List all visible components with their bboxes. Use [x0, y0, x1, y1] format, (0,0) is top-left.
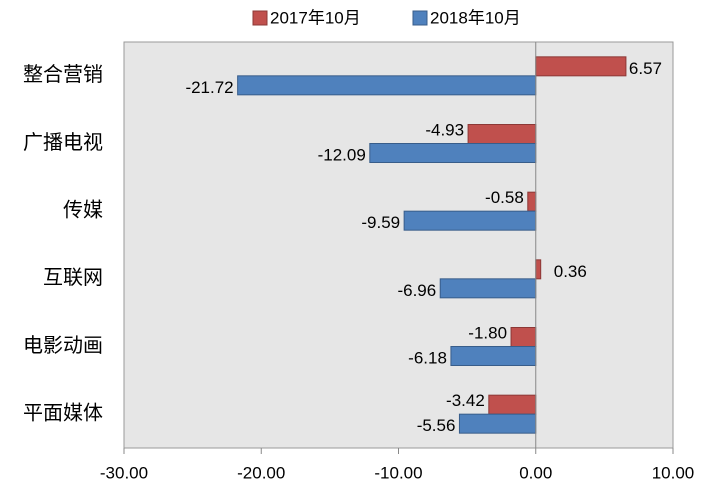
legend-label: 2017年10月: [270, 8, 361, 27]
bar: [535, 56, 627, 77]
legend-label: 2018年10月: [430, 8, 521, 27]
bar: [535, 259, 542, 280]
category-label: 传媒: [63, 198, 103, 221]
value-label: -6.18: [408, 348, 447, 367]
category-label: 电影动画: [23, 334, 103, 357]
value-label: -6.96: [397, 281, 436, 300]
category-label: 平面媒体: [23, 401, 103, 424]
legend-swatch: [412, 10, 428, 26]
x-tick-label: -20.00: [237, 463, 285, 482]
legend-swatch: [252, 10, 268, 26]
bar: [458, 413, 537, 434]
plot-area: [123, 41, 674, 449]
bar: [510, 327, 537, 347]
bar: [237, 75, 537, 96]
bar: [488, 394, 537, 415]
value-label: -0.58: [485, 188, 524, 207]
x-tick-label: 0.00: [519, 463, 552, 482]
category-label: 互联网: [43, 266, 103, 289]
category-label: 广播电视: [23, 131, 103, 154]
value-label: -5.56: [417, 416, 456, 435]
value-label: 6.57: [629, 59, 662, 78]
bar: [467, 124, 537, 144]
x-tick-label: 10.00: [652, 463, 695, 482]
value-label: -4.93: [425, 120, 464, 139]
x-tick-label: -10.00: [374, 463, 422, 482]
bar: [439, 278, 537, 299]
x-tick-label: -30.00: [100, 463, 148, 482]
value-label: 0.36: [554, 262, 587, 281]
value-label: -9.59: [361, 213, 400, 232]
category-label: 整合营销: [23, 63, 103, 86]
bar: [403, 210, 537, 231]
bar: [450, 346, 537, 366]
value-label: -21.72: [185, 78, 233, 97]
bar: [369, 143, 537, 163]
bar: [527, 191, 537, 212]
value-label: -1.80: [468, 323, 507, 342]
value-label: -3.42: [446, 391, 485, 410]
value-label: -12.09: [318, 145, 366, 164]
